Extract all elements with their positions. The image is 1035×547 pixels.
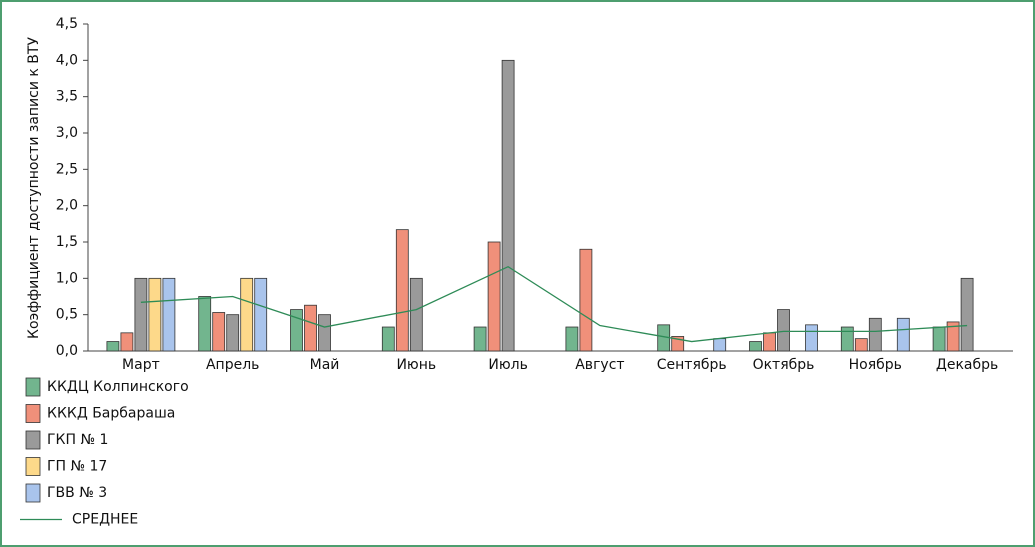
bar: [226, 314, 240, 352]
bar: [409, 277, 423, 352]
x-tick-label: Сентябрь: [657, 357, 727, 373]
y-tick-label: 0,0: [56, 343, 78, 359]
x-tick-label: Июнь: [396, 357, 436, 373]
legend-label: ГКП № 1: [47, 432, 108, 448]
x-tick-label: Октябрь: [753, 357, 815, 373]
y-tick-label: 1,5: [56, 234, 78, 250]
legend-label: КККД Барбараша: [47, 406, 175, 422]
bar: [960, 277, 974, 352]
bar: [777, 309, 790, 352]
legend-swatch: [25, 377, 41, 397]
bar: [749, 341, 762, 352]
bar: [473, 326, 487, 352]
bar: [805, 324, 818, 352]
bar: [240, 277, 254, 352]
bar: [713, 338, 727, 352]
bar: [501, 59, 515, 352]
y-tick-label: 2,5: [56, 161, 78, 177]
x-tick-label: Май: [310, 357, 340, 373]
x-tick-label: Июль: [488, 357, 527, 373]
bar: [148, 277, 162, 352]
y-tick-label: 3,5: [56, 89, 78, 105]
bar: [487, 241, 501, 352]
legend-label: ГВВ № 3: [47, 485, 107, 501]
legend-swatch: [25, 457, 41, 476]
bar: [381, 326, 395, 352]
bar: [254, 277, 268, 352]
y-tick-label: 3,0: [56, 125, 78, 141]
x-tick-label: Декабрь: [936, 357, 998, 373]
bar: [162, 277, 176, 352]
bar: [932, 326, 946, 352]
legend-label: ККДЦ Колпинского: [47, 379, 189, 395]
bar: [198, 296, 212, 352]
bar: [120, 332, 134, 352]
y-tick-label: 2,0: [56, 198, 78, 214]
bar: [290, 309, 303, 352]
bar: [763, 332, 776, 352]
bar: [106, 341, 120, 352]
bar: [212, 312, 226, 352]
bar: [395, 229, 409, 352]
legend-swatch: [25, 483, 41, 503]
bar: [854, 338, 868, 352]
bar: [134, 277, 148, 352]
y-tick-label: 4,0: [56, 52, 78, 68]
bar: [868, 317, 882, 352]
x-tick-label: Март: [122, 357, 160, 373]
bar: [896, 317, 910, 352]
bar: [304, 304, 317, 352]
legend-label: ГП № 17: [47, 459, 107, 475]
legend-swatch: [25, 404, 41, 423]
bar: [840, 326, 854, 352]
y-tick-label: 1,0: [56, 270, 78, 286]
y-tick-label: 0,5: [56, 307, 78, 323]
x-tick-label: Август: [575, 357, 624, 373]
bar: [946, 321, 960, 352]
bar: [579, 248, 593, 352]
legend-label: СРЕДНЕЕ: [72, 512, 138, 528]
x-tick-label: Ноябрь: [849, 357, 902, 373]
y-axis-label: Коэффициент доступности записи к ВТУ: [26, 37, 42, 339]
x-tick-label: Апрель: [206, 357, 259, 373]
y-tick-label: 4,5: [56, 16, 78, 32]
legend-swatch: [25, 430, 41, 450]
bar: [318, 314, 331, 352]
average-line: [140, 265, 968, 343]
bar: [565, 326, 579, 352]
